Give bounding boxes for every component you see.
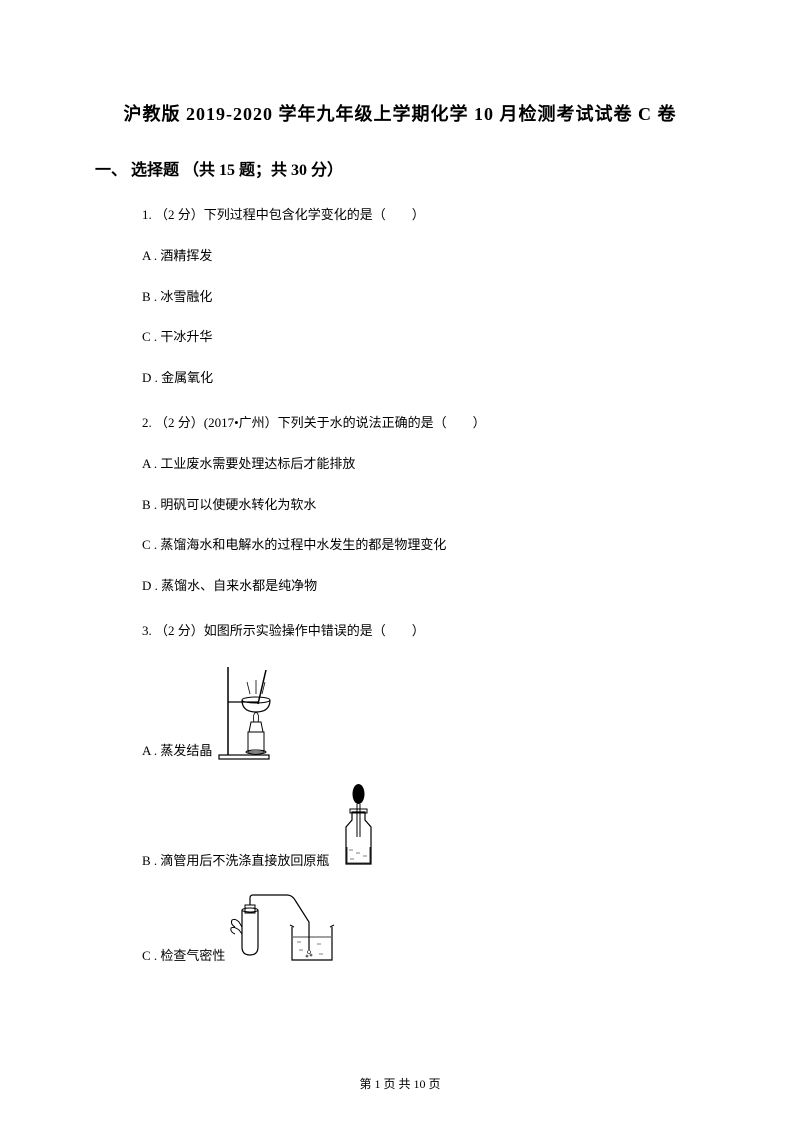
airtightness-check-diagram-icon bbox=[227, 892, 347, 967]
q2-option-c: C . 蒸馏海水和电解水的过程中水发生的都是物理变化 bbox=[142, 535, 705, 556]
q1-option-d: D . 金属氧化 bbox=[142, 368, 705, 389]
q1-option-a: A . 酒精挥发 bbox=[142, 246, 705, 267]
q3-option-a: A . 蒸发结晶 bbox=[142, 662, 705, 762]
q1-option-c: C . 干冰升华 bbox=[142, 327, 705, 348]
question-1: 1. （2 分）下列过程中包含化学变化的是（ ） A . 酒精挥发 B . 冰雪… bbox=[142, 205, 705, 389]
q2-option-d: D . 蒸馏水、自来水都是纯净物 bbox=[142, 576, 705, 597]
q3-optC-label: C . 检查气密性 bbox=[142, 946, 225, 967]
q1-text: 1. （2 分）下列过程中包含化学变化的是（ ） bbox=[142, 205, 705, 226]
page-footer: 第 1 页 共 10 页 bbox=[0, 1075, 800, 1092]
q3-option-b: B . 滴管用后不洗涤直接放回原瓶 bbox=[142, 782, 705, 872]
q3-optA-label: A . 蒸发结晶 bbox=[142, 741, 212, 762]
section-header: 一、 选择题 （共 15 题；共 30 分） bbox=[95, 156, 705, 180]
evaporation-diagram-icon bbox=[214, 662, 309, 762]
exam-title: 沪教版 2019-2020 学年九年级上学期化学 10 月检测考试试卷 C 卷 bbox=[95, 100, 705, 126]
q2-option-b: B . 明矾可以使硬水转化为软水 bbox=[142, 495, 705, 516]
q1-option-b: B . 冰雪融化 bbox=[142, 287, 705, 308]
q2-text: 2. （2 分）(2017•广州）下列关于水的说法正确的是（ ） bbox=[142, 413, 705, 434]
q3-optB-label: B . 滴管用后不洗涤直接放回原瓶 bbox=[142, 851, 329, 872]
question-2: 2. （2 分）(2017•广州）下列关于水的说法正确的是（ ） A . 工业废… bbox=[142, 413, 705, 597]
dropper-bottle-diagram-icon bbox=[331, 782, 386, 872]
q2-option-a: A . 工业废水需要处理达标后才能排放 bbox=[142, 454, 705, 475]
q3-text: 3. （2 分）如图所示实验操作中错误的是（ ） bbox=[142, 621, 705, 642]
q3-option-c: C . 检查气密性 bbox=[142, 892, 705, 967]
question-3: 3. （2 分）如图所示实验操作中错误的是（ ） A . 蒸发结晶 bbox=[142, 621, 705, 967]
